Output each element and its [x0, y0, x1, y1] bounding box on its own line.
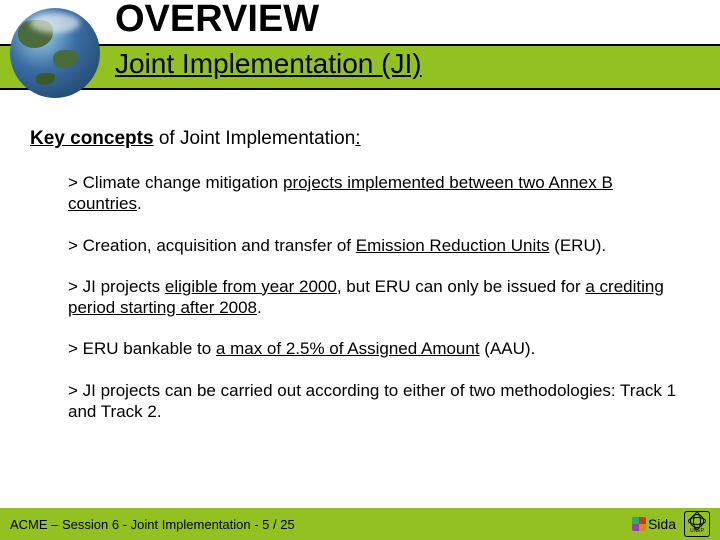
- bullet-underline: eligible from year 2000: [165, 277, 337, 296]
- heading-colon: :: [355, 128, 360, 149]
- list-item: > JI projects can be carried out accordi…: [68, 380, 690, 423]
- unep-logo: UNEP: [684, 511, 710, 537]
- list-item: > Creation, acquisition and transfer of …: [68, 235, 690, 256]
- bullet-text: > JI projects can be carried out accordi…: [68, 381, 676, 421]
- bullet-text: > JI projects: [68, 277, 165, 296]
- slide-body: Key concepts of Joint Implementation: > …: [0, 100, 720, 422]
- bullet-text: > Climate change mitigation: [68, 173, 283, 192]
- globe-icon: [690, 514, 704, 528]
- list-item: > Climate change mitigation projects imp…: [68, 172, 690, 215]
- sida-logo: Sida: [632, 516, 676, 532]
- sida-icon: [632, 517, 646, 531]
- heading-rest: of Joint Implementation: [154, 128, 356, 149]
- bullet-text: .: [257, 298, 262, 317]
- section-heading: Key concepts of Joint Implementation:: [30, 128, 690, 150]
- slide-subtitle: Joint Implementation (JI): [115, 48, 422, 80]
- bullet-text: , but ERU can only be issued for: [337, 277, 586, 296]
- slide-title: OVERVIEW: [115, 0, 319, 41]
- slide-header: OVERVIEW Joint Implementation (JI): [0, 0, 720, 100]
- list-item: > JI projects eligible from year 2000, b…: [68, 276, 690, 319]
- bullet-underline: Emission Reduction Units: [356, 236, 550, 255]
- sida-label: Sida: [648, 516, 676, 532]
- bullet-text: > Creation, acquisition and transfer of: [68, 236, 356, 255]
- footer-logos: Sida UNEP: [632, 511, 710, 537]
- bullet-list: > Climate change mitigation projects imp…: [30, 172, 690, 422]
- bullet-text: .: [137, 194, 142, 213]
- footer-text: ACME – Session 6 - Joint Implementation …: [10, 517, 295, 532]
- slide-footer: ACME – Session 6 - Joint Implementation …: [0, 508, 720, 540]
- earth-icon: [10, 8, 100, 98]
- bullet-underline: a max of 2.5% of Assigned Amount: [216, 339, 480, 358]
- heading-lead: Key concepts: [30, 128, 154, 149]
- bullet-text: > ERU bankable to: [68, 339, 216, 358]
- bullet-text: (AAU).: [480, 339, 536, 358]
- bullet-text: (ERU).: [549, 236, 606, 255]
- list-item: > ERU bankable to a max of 2.5% of Assig…: [68, 338, 690, 359]
